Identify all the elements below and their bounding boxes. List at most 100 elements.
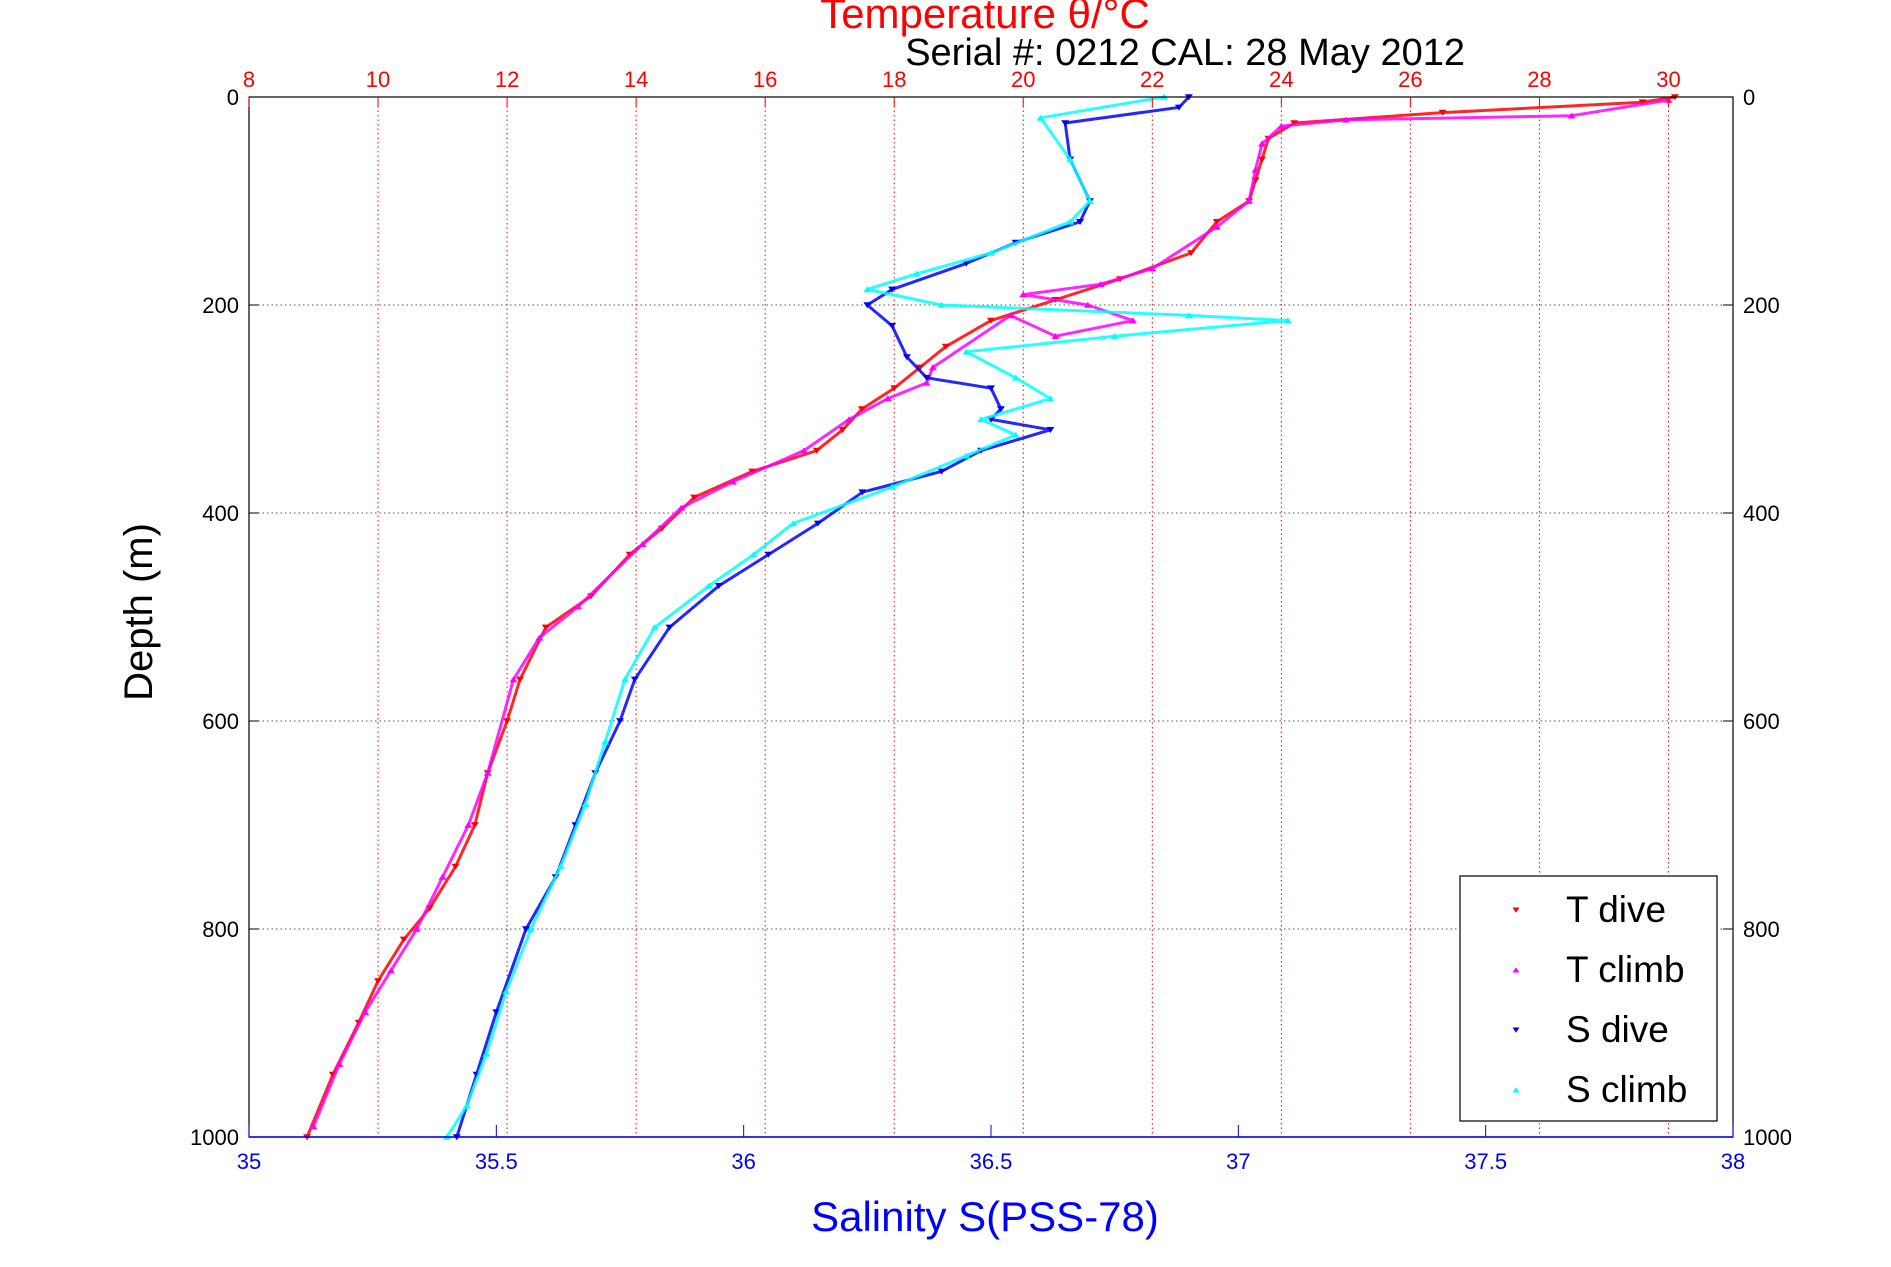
data-point — [650, 624, 659, 631]
salinity-tick-label: 38 — [1721, 1149, 1745, 1174]
depth-tick-label-right: 400 — [1743, 501, 1780, 526]
data-point — [987, 317, 995, 324]
data-point — [541, 624, 550, 631]
data-point — [748, 468, 757, 475]
series-trace — [312, 98, 1669, 1128]
data-point — [902, 354, 911, 361]
data-point — [813, 520, 822, 527]
data-point — [438, 873, 447, 880]
depth-tick-label-right: 0 — [1743, 85, 1755, 110]
depth-tick-label-left: 1000 — [190, 1125, 239, 1150]
depth-tick-label-right: 200 — [1743, 293, 1780, 318]
data-point — [1036, 114, 1045, 121]
series-trace — [305, 95, 1676, 1138]
depth-tick-label-left: 200 — [202, 293, 239, 318]
data-point — [1438, 109, 1447, 116]
salinity-tick-label: 36 — [731, 1149, 755, 1174]
data-point — [912, 270, 921, 277]
legend-marker — [1512, 1027, 1520, 1033]
data-point — [462, 1102, 471, 1109]
legend-marker — [1512, 967, 1520, 973]
temperature-tick-label: 30 — [1656, 67, 1680, 92]
data-point — [503, 718, 512, 725]
data-point — [1076, 219, 1085, 225]
data-point — [962, 260, 971, 267]
data-point — [941, 343, 950, 350]
data-point — [451, 863, 460, 870]
data-point — [361, 1009, 370, 1015]
data-point — [335, 1061, 344, 1067]
data-point — [1277, 122, 1286, 129]
legend-label: T climb — [1566, 949, 1685, 990]
temperature-tick-label: 24 — [1269, 67, 1293, 92]
data-point — [789, 520, 798, 527]
data-point — [922, 379, 931, 386]
chart-subtitle: Serial #: 0212 CAL: 28 May 2012 — [905, 32, 1465, 74]
y-axis-label: Depth (m) — [117, 523, 161, 701]
depth-tick-label-right: 600 — [1743, 709, 1780, 734]
data-point — [1251, 166, 1260, 173]
depth-tick-label-left: 800 — [202, 917, 239, 942]
temperature-tick-label: 22 — [1140, 67, 1164, 92]
data-point — [1051, 333, 1060, 339]
series-s-climb — [442, 93, 1292, 1140]
data-point — [764, 551, 773, 558]
legend-marker — [1512, 1087, 1520, 1093]
data-point — [883, 395, 892, 402]
data-point — [374, 978, 383, 985]
data-point — [705, 582, 714, 589]
data-point — [812, 447, 821, 454]
data-point — [977, 416, 986, 423]
series-trace — [445, 95, 1290, 1138]
data-point — [728, 478, 737, 485]
data-point — [1567, 112, 1576, 119]
data-point — [838, 427, 847, 433]
data-point — [845, 416, 854, 423]
data-point — [937, 468, 946, 475]
temperature-tick-label: 20 — [1011, 67, 1035, 92]
data-point — [556, 863, 565, 870]
series-t-climb — [309, 96, 1673, 1130]
depth-tick-label-left: 600 — [202, 709, 239, 734]
temperature-tick-label: 10 — [366, 67, 390, 92]
data-point — [996, 406, 1005, 413]
data-point — [1257, 140, 1266, 147]
series-s-dive — [452, 94, 1193, 1141]
data-point — [638, 541, 647, 547]
data-point — [630, 676, 639, 683]
temperature-tick-label: 8 — [243, 67, 255, 92]
series-layer — [303, 93, 1679, 1141]
data-point — [863, 302, 872, 309]
legend-label: T dive — [1566, 889, 1666, 930]
data-point — [522, 926, 531, 933]
data-point — [399, 936, 408, 943]
data-point — [386, 967, 395, 974]
salinity-tick-label: 35 — [237, 1149, 261, 1174]
data-point — [962, 348, 971, 355]
data-point — [863, 286, 872, 293]
data-point — [1212, 223, 1221, 230]
data-point — [1257, 156, 1266, 163]
data-point — [1085, 197, 1094, 204]
x-axis-label: Salinity S(PSS-78) — [811, 1193, 1159, 1240]
temperature-tick-label: 12 — [495, 67, 519, 92]
legend-label: S climb — [1566, 1069, 1687, 1110]
data-point — [799, 447, 808, 454]
data-point — [1184, 312, 1193, 319]
data-point — [1011, 374, 1020, 381]
data-point — [526, 925, 535, 932]
data-point — [1245, 197, 1254, 204]
data-point — [890, 385, 899, 392]
legend-marker — [1512, 907, 1520, 913]
depth-tick-label-right: 1000 — [1743, 1125, 1792, 1150]
data-point — [483, 769, 492, 776]
temperature-tick-label: 18 — [882, 67, 906, 92]
axis-layer: 0 0 200 200 400 400 600 600 800 800 1000 1000 8 10 12 1… — [190, 67, 1792, 1174]
data-point — [1128, 317, 1137, 324]
chart-title: Temperature θ/°C — [820, 0, 1150, 37]
data-point — [1011, 431, 1020, 438]
data-point — [1638, 99, 1647, 106]
legend: T dive T climb S dive S climb — [1459, 875, 1718, 1122]
